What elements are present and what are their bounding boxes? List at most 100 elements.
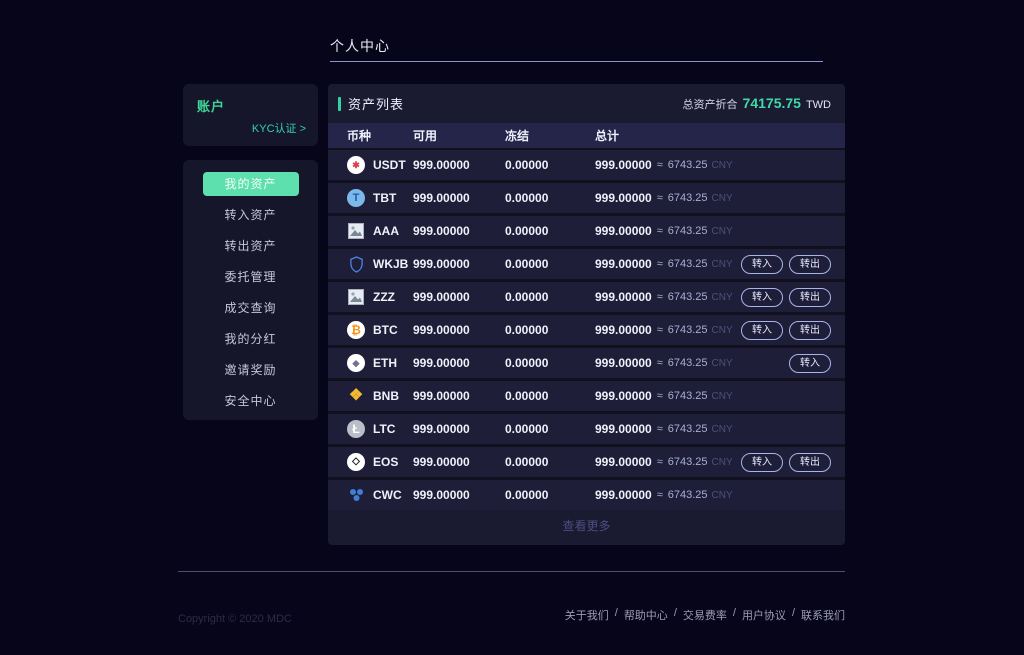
approx-sign: ≈ [656, 390, 663, 402]
total-assets-currency: TWD [805, 99, 831, 111]
cny-label: CNY [711, 159, 733, 171]
transfer-out-button[interactable]: 转出 [789, 254, 831, 274]
cny-label: CNY [711, 489, 733, 501]
copyright-text: Copyright © 2020 MDC [178, 613, 292, 625]
frozen-value: 0.00000 [505, 356, 549, 370]
tbt-icon: T [347, 189, 365, 207]
coin-name: TBT [373, 191, 397, 205]
coin-name: BNB [373, 389, 399, 403]
table-row: CWC 999.00000 0.00000 999.00000 ≈ 6743.2… [328, 480, 845, 510]
coin-name: EOS [373, 455, 399, 469]
available-value: 999.00000 [413, 356, 470, 370]
transfer-in-button[interactable]: 转入 [741, 452, 783, 472]
available-value: 999.00000 [413, 323, 470, 337]
frozen-value: 0.00000 [505, 191, 549, 205]
sidebar-item-transfer-in[interactable]: 转入资产 [224, 208, 277, 222]
assets-panel-header: 资产列表 总资产折合 74175.75 TWD [328, 84, 845, 123]
approx-cny-value: 6743.25 [667, 456, 708, 468]
total-value: 999.00000 [595, 257, 652, 271]
total-value: 999.00000 [595, 224, 652, 238]
sidebar-item-security-center[interactable]: 安全中心 [224, 394, 277, 408]
available-value: 999.00000 [413, 488, 470, 502]
broken-image-icon [347, 288, 365, 306]
column-total: 总计 [595, 129, 620, 143]
approx-sign: ≈ [656, 291, 663, 303]
coin-cell: Ł LTC [347, 420, 413, 438]
table-row: ◇ EOS 999.00000 0.00000 999.00000 ≈ 6743… [328, 447, 845, 477]
column-frozen: 冻结 [505, 129, 530, 143]
row-actions: 转入 [789, 353, 831, 373]
available-value: 999.00000 [413, 158, 470, 172]
footer-links: 关于我们 / 帮助中心 / 交易费率 / 用户协议 / 联系我们 [565, 607, 845, 623]
frozen-value: 0.00000 [505, 257, 549, 271]
cny-label: CNY [711, 291, 733, 303]
footer-divider [178, 571, 845, 572]
cny-label: CNY [711, 324, 733, 336]
row-actions: 转入 转出 [741, 287, 831, 307]
transfer-in-button[interactable]: 转入 [789, 353, 831, 373]
approx-sign: ≈ [656, 357, 663, 369]
approx-sign: ≈ [656, 456, 663, 468]
footer-link-help-center[interactable]: 帮助中心 [623, 610, 668, 622]
total-assets: 总资产折合 74175.75 TWD [683, 95, 831, 112]
cny-label: CNY [711, 225, 733, 237]
sidebar-item-order-management[interactable]: 委托管理 [224, 270, 277, 284]
active-item-pill[interactable]: 我的资产 [202, 171, 299, 196]
approx-cny-value: 6743.25 [667, 489, 708, 501]
approx-cny-value: 6743.25 [667, 423, 708, 435]
coin-cell: ◆ ETH [347, 354, 413, 372]
approx-cny-value: 6743.25 [667, 258, 708, 270]
sidebar-item-transfer-out[interactable]: 转出资产 [224, 239, 277, 253]
cny-label: CNY [711, 456, 733, 468]
transfer-out-button[interactable]: 转出 [789, 320, 831, 340]
available-value: 999.00000 [413, 389, 470, 403]
sidebar-item-my-assets[interactable]: 我的资产 [183, 168, 318, 199]
sidebar-item-my-dividends[interactable]: 我的分红 [224, 332, 277, 346]
total-assets-value: 74175.75 [742, 95, 801, 111]
transfer-out-button[interactable]: 转出 [789, 452, 831, 472]
frozen-value: 0.00000 [505, 224, 549, 238]
available-value: 999.00000 [413, 290, 470, 304]
total-value: 999.00000 [595, 389, 652, 403]
footer-link-separator: / [673, 607, 677, 619]
kyc-verification-link[interactable]: KYC认证 > [251, 123, 306, 135]
total-cell: 999.00000 ≈ 6743.25 CNY 转入 转出 [595, 452, 831, 472]
total-value: 999.00000 [595, 191, 652, 205]
available-value: 999.00000 [413, 455, 470, 469]
approx-cny-value: 6743.25 [667, 390, 708, 402]
footer-link-separator: / [614, 607, 618, 619]
approx-cny-value: 6743.25 [667, 357, 708, 369]
shield-icon [347, 255, 365, 273]
total-cell: 999.00000 ≈ 6743.25 CNY [595, 389, 831, 403]
page-title: 个人中心 [330, 38, 390, 54]
transfer-in-button[interactable]: 转入 [741, 287, 783, 307]
sidebar-item-invite-rewards[interactable]: 邀请奖励 [224, 363, 277, 377]
total-value: 999.00000 [595, 158, 652, 172]
approx-cny-value: 6743.25 [667, 324, 708, 336]
transfer-in-button[interactable]: 转入 [741, 254, 783, 274]
cny-label: CNY [711, 390, 733, 402]
transfer-in-button[interactable]: 转入 [741, 320, 783, 340]
frozen-value: 0.00000 [505, 422, 549, 436]
assets-panel-title: 资产列表 [348, 97, 405, 112]
assets-panel: 资产列表 总资产折合 74175.75 TWD 币种 可用 冻结 总计 ✱ US… [328, 84, 845, 545]
total-cell: 999.00000 ≈ 6743.25 CNY [595, 191, 831, 205]
coin-name: WKJB [373, 257, 409, 271]
sidebar-item-trade-query[interactable]: 成交查询 [224, 301, 277, 315]
frozen-value: 0.00000 [505, 389, 549, 403]
frozen-value: 0.00000 [505, 158, 549, 172]
view-more-link[interactable]: 查看更多 [562, 518, 611, 533]
transfer-out-button[interactable]: 转出 [789, 287, 831, 307]
coin-name: USDT [373, 158, 406, 172]
coin-cell: AAA [347, 222, 413, 240]
coin-cell: T TBT [347, 189, 413, 207]
footer-link-trading-fees[interactable]: 交易费率 [682, 610, 727, 622]
approx-sign: ≈ [656, 192, 663, 204]
footer-link-user-agreement[interactable]: 用户协议 [741, 610, 786, 622]
table-row: ❖ BNB 999.00000 0.00000 999.00000 ≈ 6743… [328, 381, 845, 411]
coin-name: ZZZ [373, 290, 395, 304]
footer-link-about[interactable]: 关于我们 [564, 610, 609, 622]
approx-cny-value: 6743.25 [667, 291, 708, 303]
column-available: 可用 [413, 129, 438, 143]
footer-link-contact-us[interactable]: 联系我们 [801, 610, 845, 622]
